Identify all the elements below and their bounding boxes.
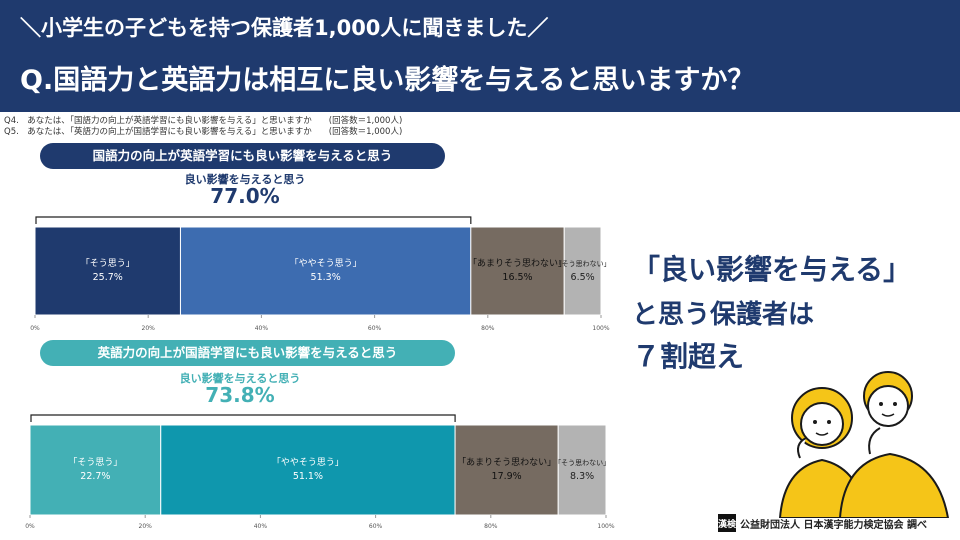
- chart2-summary-label: 良い影響を与えると思う: [179, 372, 301, 385]
- header-subtitle: ＼小学生の子どもを持つ保護者1,000人に聞きました／: [20, 16, 549, 40]
- chart2-bar-2: [454, 424, 559, 516]
- footer-text: 公益財団法人 日本漢字能力検定協会 調べ: [740, 519, 927, 531]
- chart1-good-bracket: [35, 216, 472, 224]
- chart1-bar-0: [34, 226, 181, 316]
- question-q4: Q4. あなたは、「国語力の向上が英語学習にも良い影響を与える」と思いますか (…: [4, 116, 403, 126]
- chart1-tick-label-4: 80%: [481, 325, 495, 332]
- chart1-tick-label-3: 60%: [368, 325, 382, 332]
- chart2-tick-label-0: 0%: [25, 523, 35, 530]
- chart1-bar-label-3: 「そう思わない」: [555, 260, 611, 268]
- chart2-bar-label-1: 「ややそう思う」: [272, 457, 344, 468]
- chart1-bar-label-1: 「ややそう思う」: [290, 258, 362, 269]
- chart1-tick-label-1: 20%: [142, 325, 156, 332]
- chart1-bar-3: [563, 226, 602, 316]
- chart2-bar-value-1: 51.1%: [293, 471, 323, 482]
- chart1-tick-label-0: 0%: [30, 325, 40, 332]
- kanken-logo: 漢検: [718, 514, 736, 532]
- chart1-tick-label-2: 40%: [255, 325, 269, 332]
- chart2-tick-label-5: 100%: [597, 523, 614, 530]
- chart2-tick-label-1: 20%: [139, 523, 153, 530]
- callout-line3: ７割超え: [632, 340, 745, 373]
- chart2-bar-value-2: 17.9%: [492, 471, 522, 482]
- question-q5: Q5. あなたは、「英語力の向上が国語学習にも良い影響を与える」と思いますか (…: [4, 127, 403, 137]
- footer-credit: 漢検 公益財団法人 日本漢字能力検定協会 調べ: [718, 514, 927, 532]
- header-title: Q.国語力と英語力は相互に良い影響を与えると思いますか？: [20, 65, 755, 96]
- chart1-bar-label-2: 「あまりそう思わない」: [468, 258, 567, 269]
- callout-line1: 「良い影響を与える」: [632, 253, 912, 286]
- chart1-bar-1: [179, 226, 472, 316]
- chart1-bar-value-0: 25.7%: [93, 272, 123, 283]
- chart2-tick-label-2: 40%: [254, 523, 268, 530]
- chart1-title: 国語力の向上が英語学習にも良い影響を与えると思う: [40, 143, 445, 169]
- chart2-bar-value-3: 8.3%: [570, 471, 594, 482]
- chart2-bar-0: [29, 424, 162, 516]
- chart1-summary-value: 77.0%: [210, 184, 280, 208]
- chart1-bar-value-3: 6.5%: [571, 272, 595, 283]
- chart1-bar-label-0: 「そう思う」: [81, 258, 135, 269]
- callout-line2: と思う保護者は: [632, 300, 815, 330]
- chart2-good-bracket: [30, 414, 456, 422]
- header-banner: ＼小学生の子どもを持つ保護者1,000人に聞きました／ Q.国語力と英語力は相互…: [0, 0, 960, 112]
- chart2-bar-label-2: 「あまりそう思わない」: [457, 457, 556, 468]
- chart2-bar-label-0: 「そう思う」: [68, 457, 122, 468]
- chart1-tick-label-5: 100%: [592, 325, 609, 332]
- chart1-bar-value-1: 51.3%: [311, 272, 341, 283]
- chart2-tick-label-4: 80%: [484, 523, 498, 530]
- chart2-bar-label-3: 「そう思わない」: [554, 459, 610, 467]
- chart1-bar-2: [470, 226, 565, 316]
- chart2-bar-1: [160, 424, 456, 516]
- chart1-summary-label: 良い影響を与えると思う: [184, 173, 306, 186]
- man-figure: [838, 371, 950, 519]
- callout: 「良い影響を与える」 と思う保護者は ７割超え: [632, 248, 911, 375]
- chart2-bar-value-0: 22.7%: [80, 471, 110, 482]
- chart2-bar-3: [557, 424, 607, 516]
- chart2-summary-value: 73.8%: [205, 383, 275, 407]
- chart2-title: 英語力の向上が国語学習にも良い影響を与えると思う: [40, 340, 455, 366]
- chart2-tick-label-3: 60%: [369, 523, 383, 530]
- parents-illustration: [770, 358, 950, 519]
- chart1-bar-value-2: 16.5%: [502, 272, 532, 283]
